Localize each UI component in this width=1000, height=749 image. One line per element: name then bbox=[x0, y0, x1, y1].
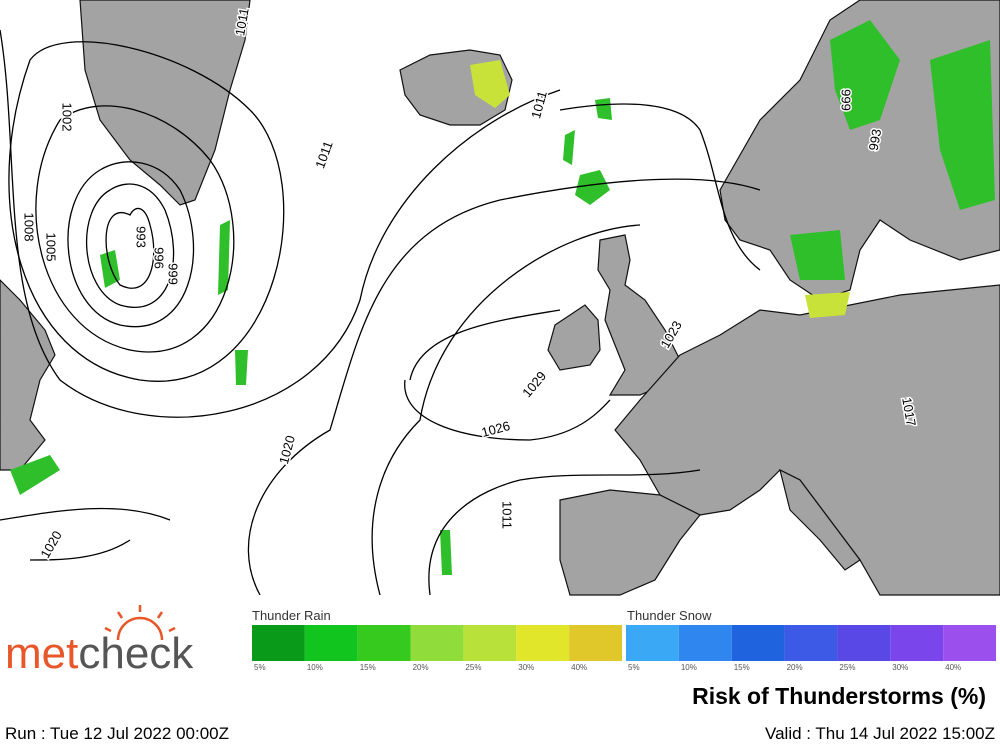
iberia bbox=[559, 489, 701, 596]
greenland bbox=[79, 0, 251, 206]
isobars bbox=[0, 29, 761, 596]
valid-time: Valid : Thu 14 Jul 2022 15:00Z bbox=[765, 724, 995, 743]
legend-swatch bbox=[678, 625, 732, 661]
run-time: Run : Tue 12 Jul 2022 00:00Z bbox=[5, 724, 229, 743]
ireland bbox=[547, 304, 601, 371]
legend-label: 20% bbox=[413, 663, 429, 672]
legend-label: 15% bbox=[360, 663, 376, 672]
legend-swatch bbox=[943, 625, 996, 661]
legend-label: 5% bbox=[628, 663, 640, 672]
legend-label: 25% bbox=[839, 663, 855, 672]
legend-swatch bbox=[837, 625, 891, 661]
legend-swatch bbox=[569, 625, 622, 661]
legend-swatch bbox=[463, 625, 517, 661]
rain-area bbox=[805, 292, 850, 318]
rain-area bbox=[218, 220, 230, 295]
legend-swatch bbox=[731, 625, 785, 661]
isobar-label: 999 bbox=[839, 89, 854, 111]
scandinavia bbox=[719, 0, 1000, 301]
legend-swatch bbox=[304, 625, 358, 661]
logo-part: check bbox=[78, 629, 194, 678]
legend-swatch bbox=[252, 625, 305, 661]
legend-label: 20% bbox=[787, 663, 803, 672]
isobar-label: 1002 bbox=[60, 103, 75, 132]
legend-label: 10% bbox=[307, 663, 323, 672]
legend-title: Thunder Snow bbox=[627, 608, 712, 623]
isobar-label: 1017 bbox=[899, 396, 919, 427]
rain-area bbox=[790, 230, 845, 280]
legend-label: 40% bbox=[945, 663, 961, 672]
rain-area bbox=[563, 98, 612, 205]
italy bbox=[779, 468, 861, 571]
isobar-label: 996 bbox=[152, 247, 167, 269]
logo-part: met bbox=[5, 629, 78, 678]
isobar-label: 1008 bbox=[22, 213, 37, 242]
footer: metcheck Thunder Rain Thunder Snow Risk … bbox=[5, 605, 995, 743]
legend-label: 25% bbox=[465, 663, 481, 672]
isobar-label: 1011 bbox=[500, 501, 515, 529]
legend-swatch bbox=[516, 625, 570, 661]
isobar-label: 1011 bbox=[232, 7, 252, 37]
legend-label: 10% bbox=[681, 663, 697, 672]
rain-area bbox=[930, 40, 995, 210]
legend-label: 30% bbox=[892, 663, 908, 672]
isobar-label: 999 bbox=[166, 263, 181, 285]
legend-swatch bbox=[890, 625, 944, 661]
isobar-label: 993 bbox=[866, 128, 885, 152]
legend-swatch bbox=[410, 625, 464, 661]
logo-sun bbox=[104, 605, 176, 641]
rain-area bbox=[830, 20, 900, 130]
legend-label: 5% bbox=[254, 663, 266, 672]
isobar-label: 993 bbox=[134, 226, 149, 248]
legend-label: 40% bbox=[571, 663, 587, 672]
isobar-label: 1005 bbox=[44, 233, 59, 262]
map-title: Risk of Thunderstorms (%) bbox=[692, 683, 986, 709]
legend-title: Thunder Rain bbox=[252, 608, 331, 623]
rain-area bbox=[470, 60, 510, 108]
logo: metcheck bbox=[5, 629, 194, 678]
legend-label: 30% bbox=[518, 663, 534, 672]
legend-swatch bbox=[357, 625, 411, 661]
legend-swatch bbox=[784, 625, 838, 661]
legend-label: 15% bbox=[734, 663, 750, 672]
legend-swatch bbox=[626, 625, 679, 661]
